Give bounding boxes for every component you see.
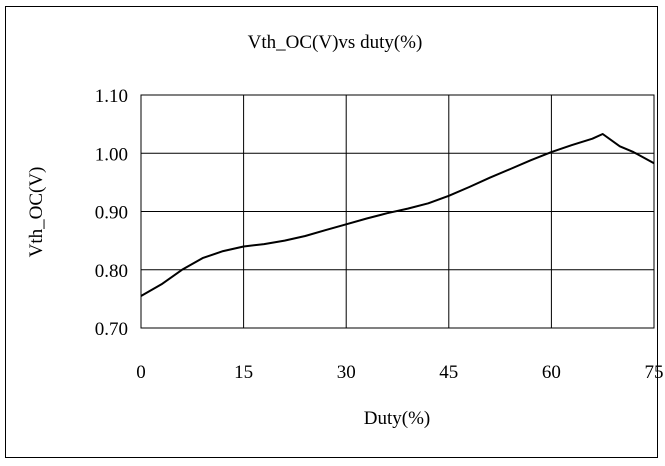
y-tick-label: 0.70 <box>95 319 128 340</box>
y-tick-label: 0.80 <box>95 261 128 282</box>
y-axis-label: Vth_OC(V) <box>26 167 47 258</box>
x-tick-labels: 0 15 30 45 60 75 <box>136 362 663 383</box>
x-tick-label: 30 <box>337 362 356 383</box>
series-layer <box>140 133 655 297</box>
y-tick-label: 0.90 <box>95 203 128 224</box>
x-tick-label: 75 <box>645 362 664 383</box>
chart-title: Vth_OC(V)vs duty(%) <box>248 32 423 53</box>
x-tick-label: 15 <box>234 362 253 383</box>
y-tick-label: 1.00 <box>95 144 128 165</box>
y-tick-label: 1.10 <box>95 86 128 107</box>
x-tick-label: 0 <box>136 362 146 383</box>
series-line <box>140 133 655 297</box>
x-tick-label: 60 <box>542 362 561 383</box>
y-tick-labels: 0.70 0.80 0.90 1.00 1.10 <box>95 86 128 340</box>
x-tick-label: 45 <box>439 362 458 383</box>
x-axis-label: Duty(%) <box>364 408 430 429</box>
